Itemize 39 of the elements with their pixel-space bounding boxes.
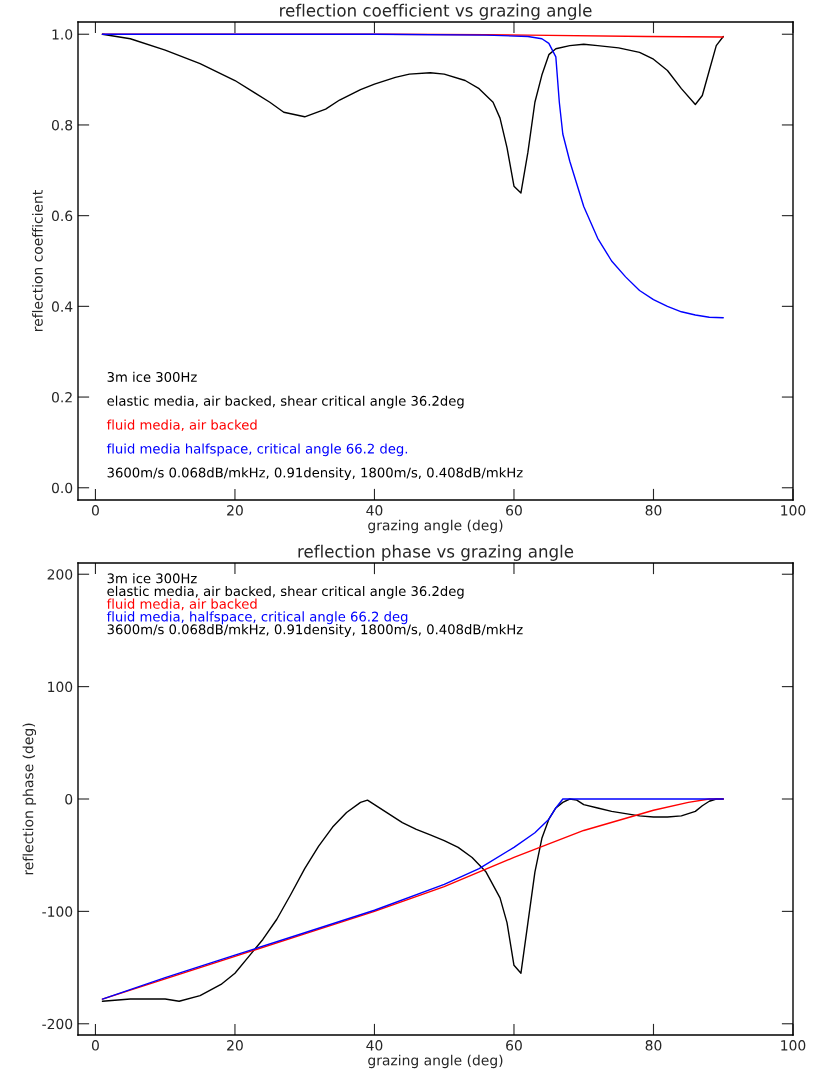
y-tick-label: -200 bbox=[42, 1018, 73, 1030]
text: elastic media, air backed, shear critical angle 36.2deg bbox=[107, 585, 464, 599]
y-tick-label: 200 bbox=[47, 569, 73, 580]
y-tick-label: 100 bbox=[48, 681, 73, 693]
x-tick-label: 20 bbox=[227, 505, 243, 516]
x-tick-label: 0 bbox=[91, 1040, 99, 1051]
x-tick-label: 40 bbox=[366, 505, 383, 516]
annotation: 3600m/s 0.068dB/mkHz, 0.91density, 1800m/s, 0.408dB/mkHz bbox=[107, 467, 523, 481]
x-axis-title: grazing angle (deg) bbox=[368, 1054, 503, 1069]
annotation: 3m ice 300Hz bbox=[107, 371, 197, 382]
chart-title: reflection phase vs grazing angle bbox=[298, 544, 574, 561]
chart-title: reflection coefficient vs grazing angle bbox=[280, 3, 592, 20]
y-axis-title: reflection phase (deg) bbox=[22, 723, 37, 875]
x-axis-title: grazing angle (deg) bbox=[368, 519, 503, 534]
annotation: 3600m/s 0.068dB/mkHz, 0.91density, 1800m/s, 0.408dB/mkHz bbox=[107, 624, 523, 637]
y-axis-title: reflection coefficient bbox=[32, 190, 43, 331]
x-tick-label: 80 bbox=[645, 1040, 662, 1051]
text: fluid media, air backed bbox=[106, 598, 257, 611]
x-tick-label: 100 bbox=[781, 1040, 806, 1051]
y-tick-label: 0.0 bbox=[51, 482, 73, 494]
annotation: 3m ice 300Hz bbox=[107, 573, 197, 584]
x-tick-label: 60 bbox=[506, 505, 522, 516]
text: elastic media, air backed, shear critical angle 36.2deg bbox=[107, 395, 464, 409]
y-tick-label: 0.6 bbox=[51, 210, 73, 222]
x-tick-label: 100 bbox=[781, 505, 806, 516]
y-tick-label: 0.2 bbox=[51, 392, 72, 403]
y-tick-label: 0.4 bbox=[51, 301, 73, 312]
y-tick-label: -100 bbox=[42, 906, 73, 917]
text: fluid media, air backed bbox=[106, 419, 257, 432]
text: fluid media halfspace, critical angle 66.2 deg. bbox=[106, 443, 408, 457]
x-tick-label: 80 bbox=[645, 505, 662, 516]
y-tick-label: 0 bbox=[65, 793, 73, 805]
y-tick-label: 1.0 bbox=[52, 29, 73, 40]
x-tick-label: 40 bbox=[366, 1040, 383, 1051]
y-tick-label: 0.8 bbox=[51, 119, 73, 131]
x-tick-label: 20 bbox=[227, 1040, 243, 1051]
x-tick-label: 60 bbox=[506, 1040, 522, 1051]
x-tick-label: 0 bbox=[91, 505, 99, 516]
text: fluid media, halfspace, critical angle 66.2 deg bbox=[106, 611, 408, 625]
